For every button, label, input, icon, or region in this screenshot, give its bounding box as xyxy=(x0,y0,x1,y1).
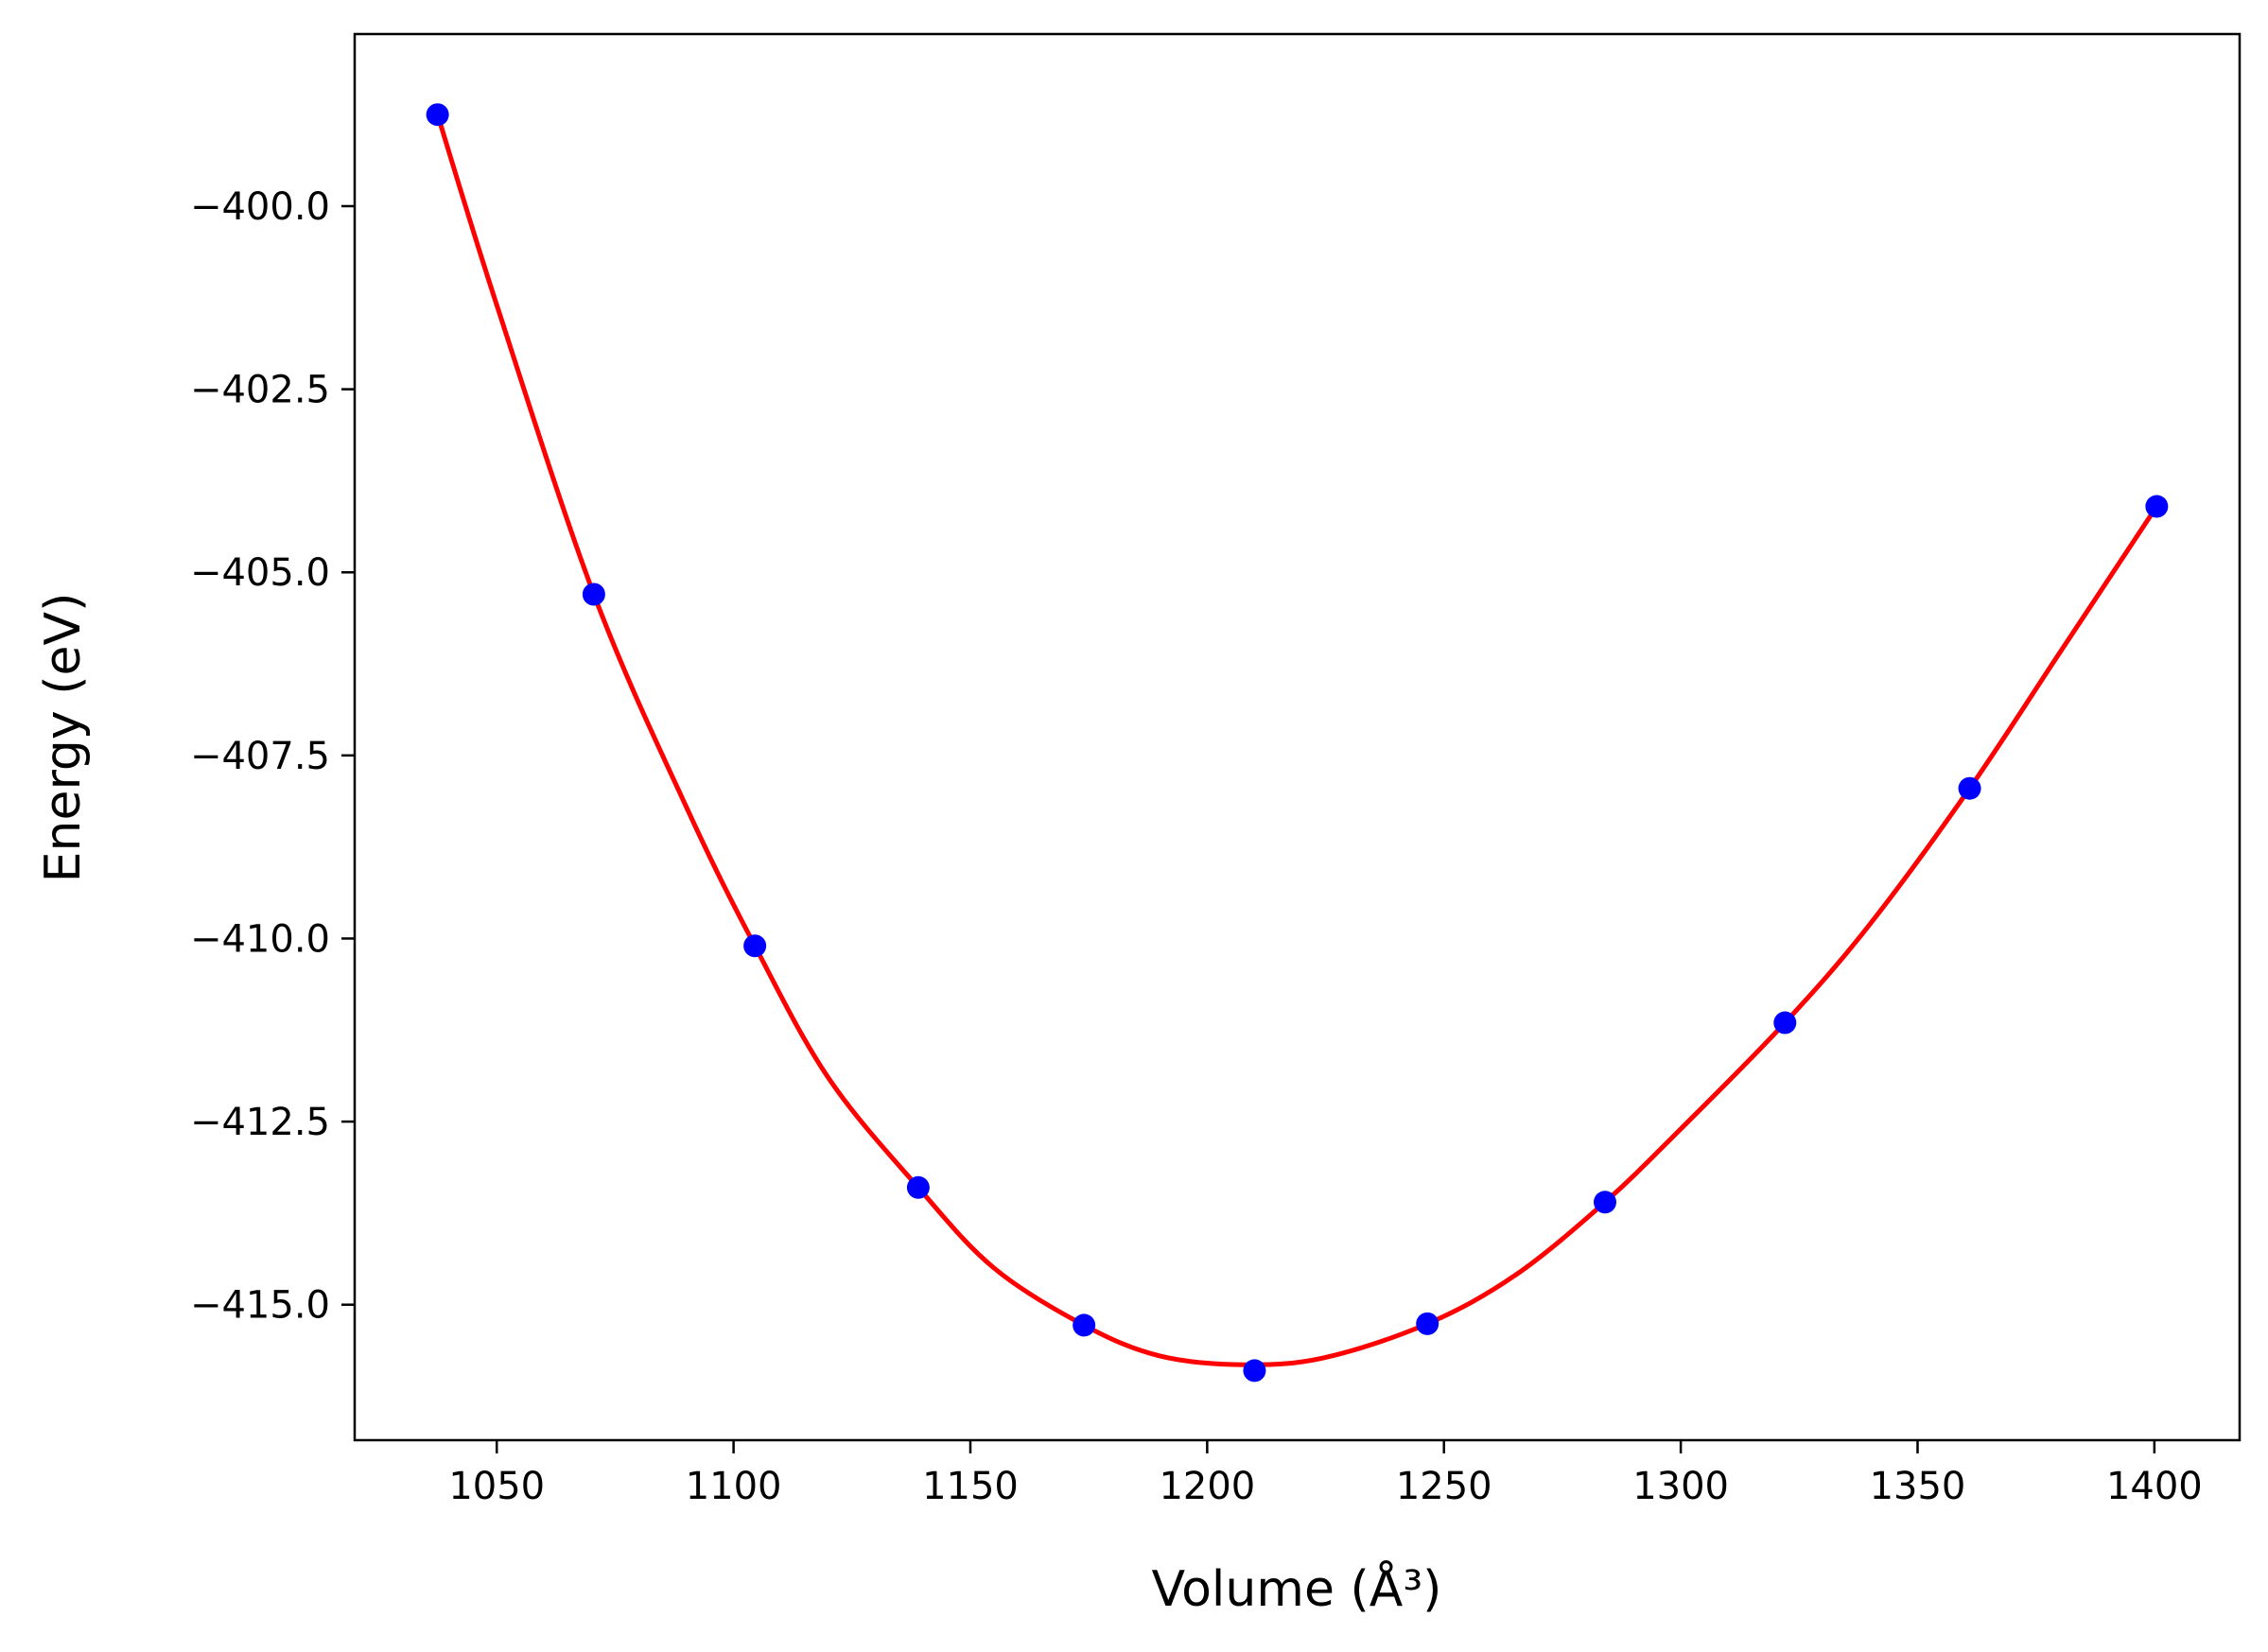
x-tick-label: 1150 xyxy=(922,1465,1019,1508)
axis-ticks: 1050 1100 1150 1200 1250 1300 1350 1400 −400.0 −4… xyxy=(190,185,2203,1508)
x-tick-label: 1050 xyxy=(448,1465,545,1508)
x-tick-label: 1250 xyxy=(1396,1465,1492,1508)
data-point xyxy=(1073,1313,1096,1337)
data-point xyxy=(1243,1359,1266,1382)
x-tick-label: 1200 xyxy=(1159,1465,1255,1508)
x-tick-label: 1300 xyxy=(1632,1465,1729,1508)
y-axis-label: Energy (eV) xyxy=(35,593,92,883)
y-tick-label: −407.5 xyxy=(190,735,330,778)
y-tick-label: −405.0 xyxy=(190,551,330,595)
fit-curve xyxy=(435,113,2159,1367)
y-tick-label: −412.5 xyxy=(190,1101,330,1144)
data-point xyxy=(743,934,767,958)
data-point xyxy=(2145,495,2169,518)
data-point xyxy=(1773,1011,1797,1035)
data-point xyxy=(1593,1191,1616,1214)
y-tick-label: −402.5 xyxy=(190,369,330,412)
data-point xyxy=(1416,1312,1439,1335)
x-tick-label: 1100 xyxy=(686,1465,782,1508)
x-tick-label: 1400 xyxy=(2106,1465,2203,1508)
data-point xyxy=(906,1175,930,1199)
x-tick-label: 1350 xyxy=(1870,1465,1966,1508)
data-point xyxy=(582,583,605,606)
data-point xyxy=(1958,776,1981,800)
data-point xyxy=(426,103,449,127)
y-tick-label: −400.0 xyxy=(190,185,330,229)
axes-frame xyxy=(353,32,2242,1442)
y-tick-label: −410.0 xyxy=(190,917,330,961)
x-axis-label: Volume (Å³) xyxy=(1152,1559,1442,1618)
y-tick-label: −415.0 xyxy=(190,1284,330,1328)
plot-area xyxy=(426,103,2169,1382)
